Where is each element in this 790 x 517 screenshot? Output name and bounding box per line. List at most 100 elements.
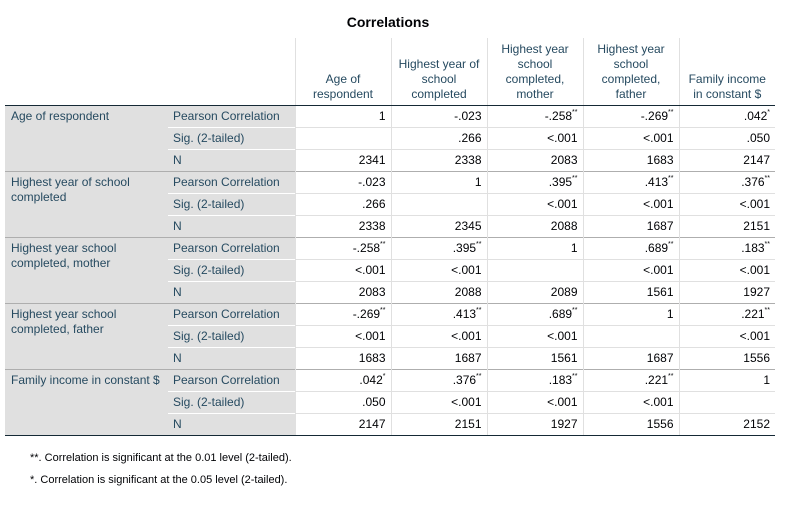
statistic-label: N xyxy=(168,413,295,436)
significance-marker: ** xyxy=(668,241,674,248)
table-cell: 1 xyxy=(390,171,487,194)
table-cell: .413** xyxy=(582,171,679,194)
significance-marker: ** xyxy=(668,373,674,380)
table-cell: <.001 xyxy=(390,391,487,414)
table-cell: .395** xyxy=(486,171,583,194)
table-cell: <.001 xyxy=(678,259,775,282)
correlation-value: 1 xyxy=(763,373,770,387)
table-row: N 1683 1687 1561 1687 1556 xyxy=(5,347,775,370)
significance-marker: ** xyxy=(764,307,770,314)
correlation-value: .413 xyxy=(452,307,477,321)
table-cell: .395** xyxy=(390,237,487,260)
significance-marker: * xyxy=(767,109,770,116)
table-row: Highest year school completed, mother Pea… xyxy=(5,237,775,304)
table-cell: 2345 xyxy=(390,215,487,238)
table-cell: 1927 xyxy=(486,413,583,436)
statistic-label: Sig. (2-tailed) xyxy=(168,391,295,414)
header-corner xyxy=(5,38,295,106)
table-cell: <.001 xyxy=(390,325,487,348)
table-cell: .221** xyxy=(582,369,679,392)
table-cell: 2089 xyxy=(486,281,583,304)
row-variable-label: Family income in constant $ xyxy=(5,369,168,436)
correlation-value: .413 xyxy=(644,175,669,189)
statistic-label: Sig. (2-tailed) xyxy=(168,127,295,150)
correlation-value: .183 xyxy=(741,241,765,255)
table-cell: .413** xyxy=(390,303,487,326)
table-title: Correlations xyxy=(346,14,430,30)
significance-marker: ** xyxy=(476,307,482,314)
correlation-value: -.269 xyxy=(352,307,381,321)
significance-marker: ** xyxy=(380,241,386,248)
significance-marker: * xyxy=(382,373,386,380)
table-cell: 1556 xyxy=(582,413,679,436)
table-cell: 2147 xyxy=(294,413,391,436)
correlation-value: .395 xyxy=(452,241,477,255)
table-cell: 1561 xyxy=(486,347,583,370)
table-cell: <.001 xyxy=(294,325,391,348)
table-cell: <.001 xyxy=(678,193,775,216)
table-row: N 2341 2338 2083 1683 2147 xyxy=(5,149,775,172)
significance-marker: ** xyxy=(572,109,578,116)
table-cell: 2088 xyxy=(486,215,583,238)
correlation-value: -.269 xyxy=(640,109,669,123)
statistic-label: Sig. (2-tailed) xyxy=(168,325,295,348)
table-cell: 2083 xyxy=(486,149,583,172)
table-row: Family income in constant $ Pearson Corre… xyxy=(5,369,775,436)
table-row: N 2147 2151 1927 1556 2152 xyxy=(5,413,775,436)
table-cell: .689** xyxy=(486,303,583,326)
table-cell xyxy=(486,259,583,282)
statistic-label: Pearson Correlation xyxy=(168,369,295,392)
table-cell: <.001 xyxy=(486,127,583,150)
table-cell: .183** xyxy=(486,369,583,392)
table-cell: <.001 xyxy=(678,325,775,348)
table-cell: -.258** xyxy=(486,105,583,128)
table-cell: 2088 xyxy=(390,281,487,304)
column-header: Highest year school completed, father xyxy=(582,38,679,106)
table-cell: <.001 xyxy=(582,127,679,150)
table-row: Sig. (2-tailed) .266 <.001 <.001 <.001 xyxy=(5,193,775,216)
correlation-value: .221 xyxy=(644,373,669,387)
correlation-value: -.258 xyxy=(544,109,573,123)
table-cell: 1927 xyxy=(678,281,775,304)
correlation-value: -.258 xyxy=(352,241,381,255)
table-cell: .221** xyxy=(678,303,775,326)
correlations-table: Age of respondent Highest year of school… xyxy=(5,38,775,436)
statistic-label: Sig. (2-tailed) xyxy=(168,193,295,216)
significance-marker: ** xyxy=(764,175,770,182)
table-row: Highest year of school completed Pearson … xyxy=(5,171,775,238)
table-cell: -.269** xyxy=(294,303,391,326)
table-cell: .050 xyxy=(678,127,775,150)
table-row: N 2338 2345 2088 1687 2151 xyxy=(5,215,775,238)
correlation-value: 1 xyxy=(666,307,674,321)
table-cell: <.001 xyxy=(390,259,487,282)
table-cell: 2083 xyxy=(294,281,391,304)
significance-marker: ** xyxy=(572,175,578,182)
significance-marker: ** xyxy=(572,373,578,380)
table-cell xyxy=(582,325,679,348)
table-cell: 1 xyxy=(486,237,583,260)
row-variable-label: Age of respondent xyxy=(5,105,168,172)
table-cell: <.001 xyxy=(294,259,391,282)
table-cell: 1683 xyxy=(294,347,391,370)
table-row: Sig. (2-tailed) <.001 <.001 <.001 <.001 xyxy=(5,325,775,348)
table-cell: <.001 xyxy=(582,391,679,414)
table-row: Sig. (2-tailed) .050 <.001 <.001 <.001 xyxy=(5,391,775,414)
table-cell: .266 xyxy=(390,127,487,150)
table-cell: 2147 xyxy=(678,149,775,172)
statistic-label: Pearson Correlation xyxy=(168,237,295,260)
table-cell: .689** xyxy=(582,237,679,260)
significance-marker: ** xyxy=(668,109,674,116)
table-cell: <.001 xyxy=(486,325,583,348)
table-cell: 1 xyxy=(582,303,679,326)
correlation-value: 1 xyxy=(474,175,482,189)
column-header: Highest year of school completed xyxy=(390,38,487,106)
statistic-label: N xyxy=(168,281,295,304)
row-variable-label: Highest year school completed, mother xyxy=(5,237,168,304)
correlation-value: .221 xyxy=(741,307,765,321)
column-header: Family income in constant $ xyxy=(678,38,775,106)
table-cell: 1687 xyxy=(390,347,487,370)
table-cell: -.258** xyxy=(294,237,391,260)
table-cell: 1687 xyxy=(582,347,679,370)
table-cell: -.023 xyxy=(294,171,391,194)
table-cell xyxy=(678,391,775,414)
